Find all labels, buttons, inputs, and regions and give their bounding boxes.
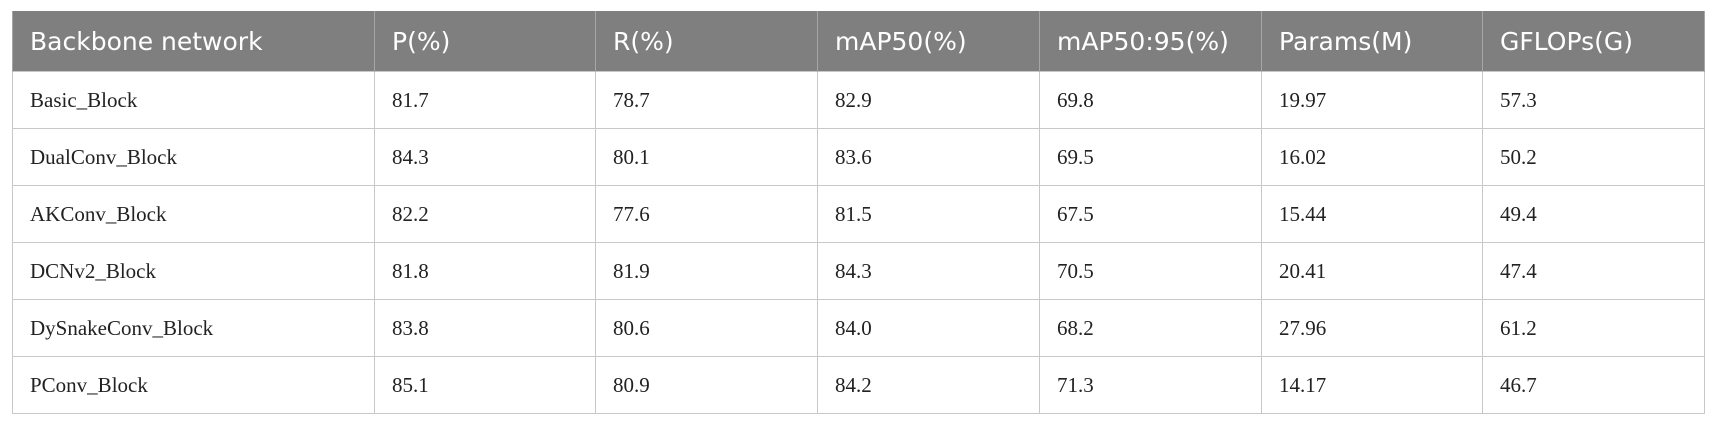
table-cell: 81.7 (374, 71, 596, 129)
table-cell: 15.44 (1261, 185, 1483, 243)
table-cell: 81.5 (817, 185, 1040, 243)
header-row: Backbone network P(%) R(%) mAP50(%) mAP50:95… (12, 11, 1705, 72)
table-cell: 84.2 (817, 356, 1040, 414)
column-header: mAP50:95(%) (1039, 11, 1262, 72)
table-cell: 68.2 (1039, 299, 1262, 357)
table-cell: 69.5 (1039, 128, 1262, 186)
table-row: DySnakeConv_Block 83.8 80.6 84.0 68.2 27.96 61… (12, 299, 1705, 357)
data-table: Backbone network P(%) R(%) mAP50(%) mAP50:95… (12, 11, 1705, 414)
table-cell: 61.2 (1482, 299, 1705, 357)
table-cell: 27.96 (1261, 299, 1483, 357)
column-header: R(%) (595, 11, 818, 72)
table-cell: 19.97 (1261, 71, 1483, 129)
table-cell: 78.7 (595, 71, 818, 129)
table-cell: 80.9 (595, 356, 818, 414)
table-cell: 46.7 (1482, 356, 1705, 414)
table-cell: PConv_Block (12, 356, 375, 414)
table-row: AKConv_Block 82.2 77.6 81.5 67.5 15.44 49.4 (12, 185, 1705, 243)
table-row: DCNv2_Block 81.8 81.9 84.3 70.5 20.41 47.4 (12, 242, 1705, 300)
column-header: Backbone network (12, 11, 375, 72)
table-cell: 81.9 (595, 242, 818, 300)
table-body: Basic_Block 81.7 78.7 82.9 69.8 19.97 57.3 Dual… (12, 71, 1705, 414)
table-cell: 69.8 (1039, 71, 1262, 129)
table-cell: 70.5 (1039, 242, 1262, 300)
table-row: Basic_Block 81.7 78.7 82.9 69.8 19.97 57.3 (12, 71, 1705, 129)
table-cell: 77.6 (595, 185, 818, 243)
column-header: GFLOPs(G) (1482, 11, 1705, 72)
table-cell: DualConv_Block (12, 128, 375, 186)
table-cell: 81.8 (374, 242, 596, 300)
table-cell: AKConv_Block (12, 185, 375, 243)
table-cell: 47.4 (1482, 242, 1705, 300)
table-cell: 50.2 (1482, 128, 1705, 186)
table-cell: Basic_Block (12, 71, 375, 129)
table-cell: 49.4 (1482, 185, 1705, 243)
table-cell: DCNv2_Block (12, 242, 375, 300)
column-header: P(%) (374, 11, 596, 72)
table-cell: 57.3 (1482, 71, 1705, 129)
table-cell: 80.1 (595, 128, 818, 186)
table-cell: 84.3 (374, 128, 596, 186)
table-cell: 83.8 (374, 299, 596, 357)
table-cell: 84.0 (817, 299, 1040, 357)
table-cell: 14.17 (1261, 356, 1483, 414)
table-row: DualConv_Block 84.3 80.1 83.6 69.5 16.02 50.2 (12, 128, 1705, 186)
column-header: Params(M) (1261, 11, 1483, 72)
table-cell: DySnakeConv_Block (12, 299, 375, 357)
table-row: PConv_Block 85.1 80.9 84.2 71.3 14.17 46.7 (12, 356, 1705, 414)
table-cell: 67.5 (1039, 185, 1262, 243)
table-cell: 16.02 (1261, 128, 1483, 186)
table-cell: 82.9 (817, 71, 1040, 129)
table-cell: 20.41 (1261, 242, 1483, 300)
table-cell: 71.3 (1039, 356, 1262, 414)
table-cell: 85.1 (374, 356, 596, 414)
table-cell: 83.6 (817, 128, 1040, 186)
table-cell: 82.2 (374, 185, 596, 243)
table-cell: 80.6 (595, 299, 818, 357)
table-cell: 84.3 (817, 242, 1040, 300)
column-header: mAP50(%) (817, 11, 1040, 72)
